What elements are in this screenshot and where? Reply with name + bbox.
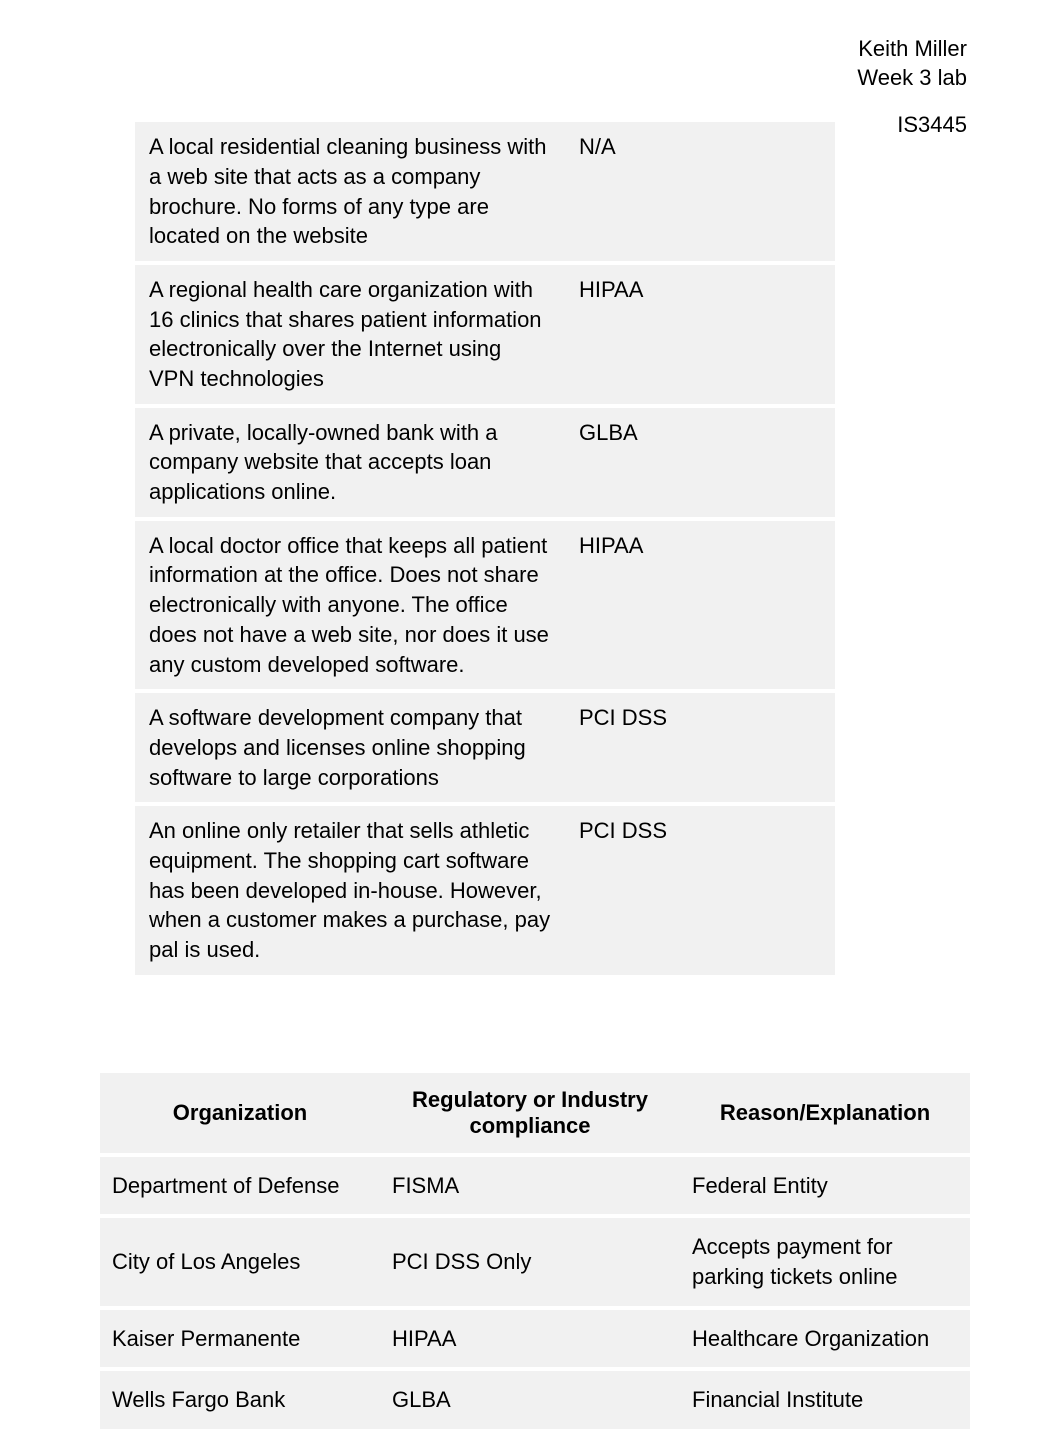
- description-cell: A regional health care organization with…: [135, 265, 565, 404]
- table-row: A regional health care organization with…: [135, 265, 835, 404]
- value-cell: N/A: [565, 122, 835, 261]
- header-regulatory: Regulatory or Industry compliance: [380, 1073, 680, 1153]
- reason-cell: Accepts payment for parking tickets onli…: [680, 1218, 970, 1305]
- value-cell: GLBA: [565, 408, 835, 517]
- compliance-table-1: A local residential cleaning business wi…: [135, 118, 835, 979]
- org-cell: Department of Defense: [100, 1157, 380, 1215]
- value-cell: PCI DSS: [565, 693, 835, 802]
- description-cell: A local residential cleaning business wi…: [135, 122, 565, 261]
- table-row: Wells Fargo Bank GLBA Financial Institut…: [100, 1371, 970, 1429]
- header-organization: Organization: [100, 1073, 380, 1153]
- compliance-table-2: Organization Regulatory or Industry comp…: [100, 1069, 970, 1433]
- description-cell: An online only retailer that sells athle…: [135, 806, 565, 974]
- page-header: Keith Miller Week 3 lab: [0, 0, 1062, 92]
- table-row: Department of Defense FISMA Federal Enti…: [100, 1157, 970, 1215]
- compliance-table-2-wrap: Organization Regulatory or Industry comp…: [100, 1069, 970, 1433]
- reason-cell: Financial Institute: [680, 1371, 970, 1429]
- table-row: A private, locally-owned bank with a com…: [135, 408, 835, 517]
- value-cell: HIPAA: [565, 265, 835, 404]
- value-cell: HIPAA: [565, 521, 835, 689]
- reg-cell: GLBA: [380, 1371, 680, 1429]
- table-row: A local residential cleaning business wi…: [135, 122, 835, 261]
- header-reason: Reason/Explanation: [680, 1073, 970, 1153]
- week-label: Week 3 lab: [0, 64, 967, 93]
- table-row: A local doctor office that keeps all pat…: [135, 521, 835, 689]
- description-cell: A local doctor office that keeps all pat…: [135, 521, 565, 689]
- reason-cell: Federal Entity: [680, 1157, 970, 1215]
- table-row: A software development company that deve…: [135, 693, 835, 802]
- description-cell: A software development company that deve…: [135, 693, 565, 802]
- reason-cell: Healthcare Organization: [680, 1310, 970, 1368]
- org-cell: Kaiser Permanente: [100, 1310, 380, 1368]
- table-header-row: Organization Regulatory or Industry comp…: [100, 1073, 970, 1153]
- table-row: An online only retailer that sells athle…: [135, 806, 835, 974]
- table-row: City of Los Angeles PCI DSS Only Accepts…: [100, 1218, 970, 1305]
- reg-cell: FISMA: [380, 1157, 680, 1215]
- student-name: Keith Miller: [0, 35, 967, 64]
- table-row: Kaiser Permanente HIPAA Healthcare Organ…: [100, 1310, 970, 1368]
- org-cell: City of Los Angeles: [100, 1218, 380, 1305]
- org-cell: Wells Fargo Bank: [100, 1371, 380, 1429]
- description-cell: A private, locally-owned bank with a com…: [135, 408, 565, 517]
- value-cell: PCI DSS: [565, 806, 835, 974]
- reg-cell: HIPAA: [380, 1310, 680, 1368]
- reg-cell: PCI DSS Only: [380, 1218, 680, 1305]
